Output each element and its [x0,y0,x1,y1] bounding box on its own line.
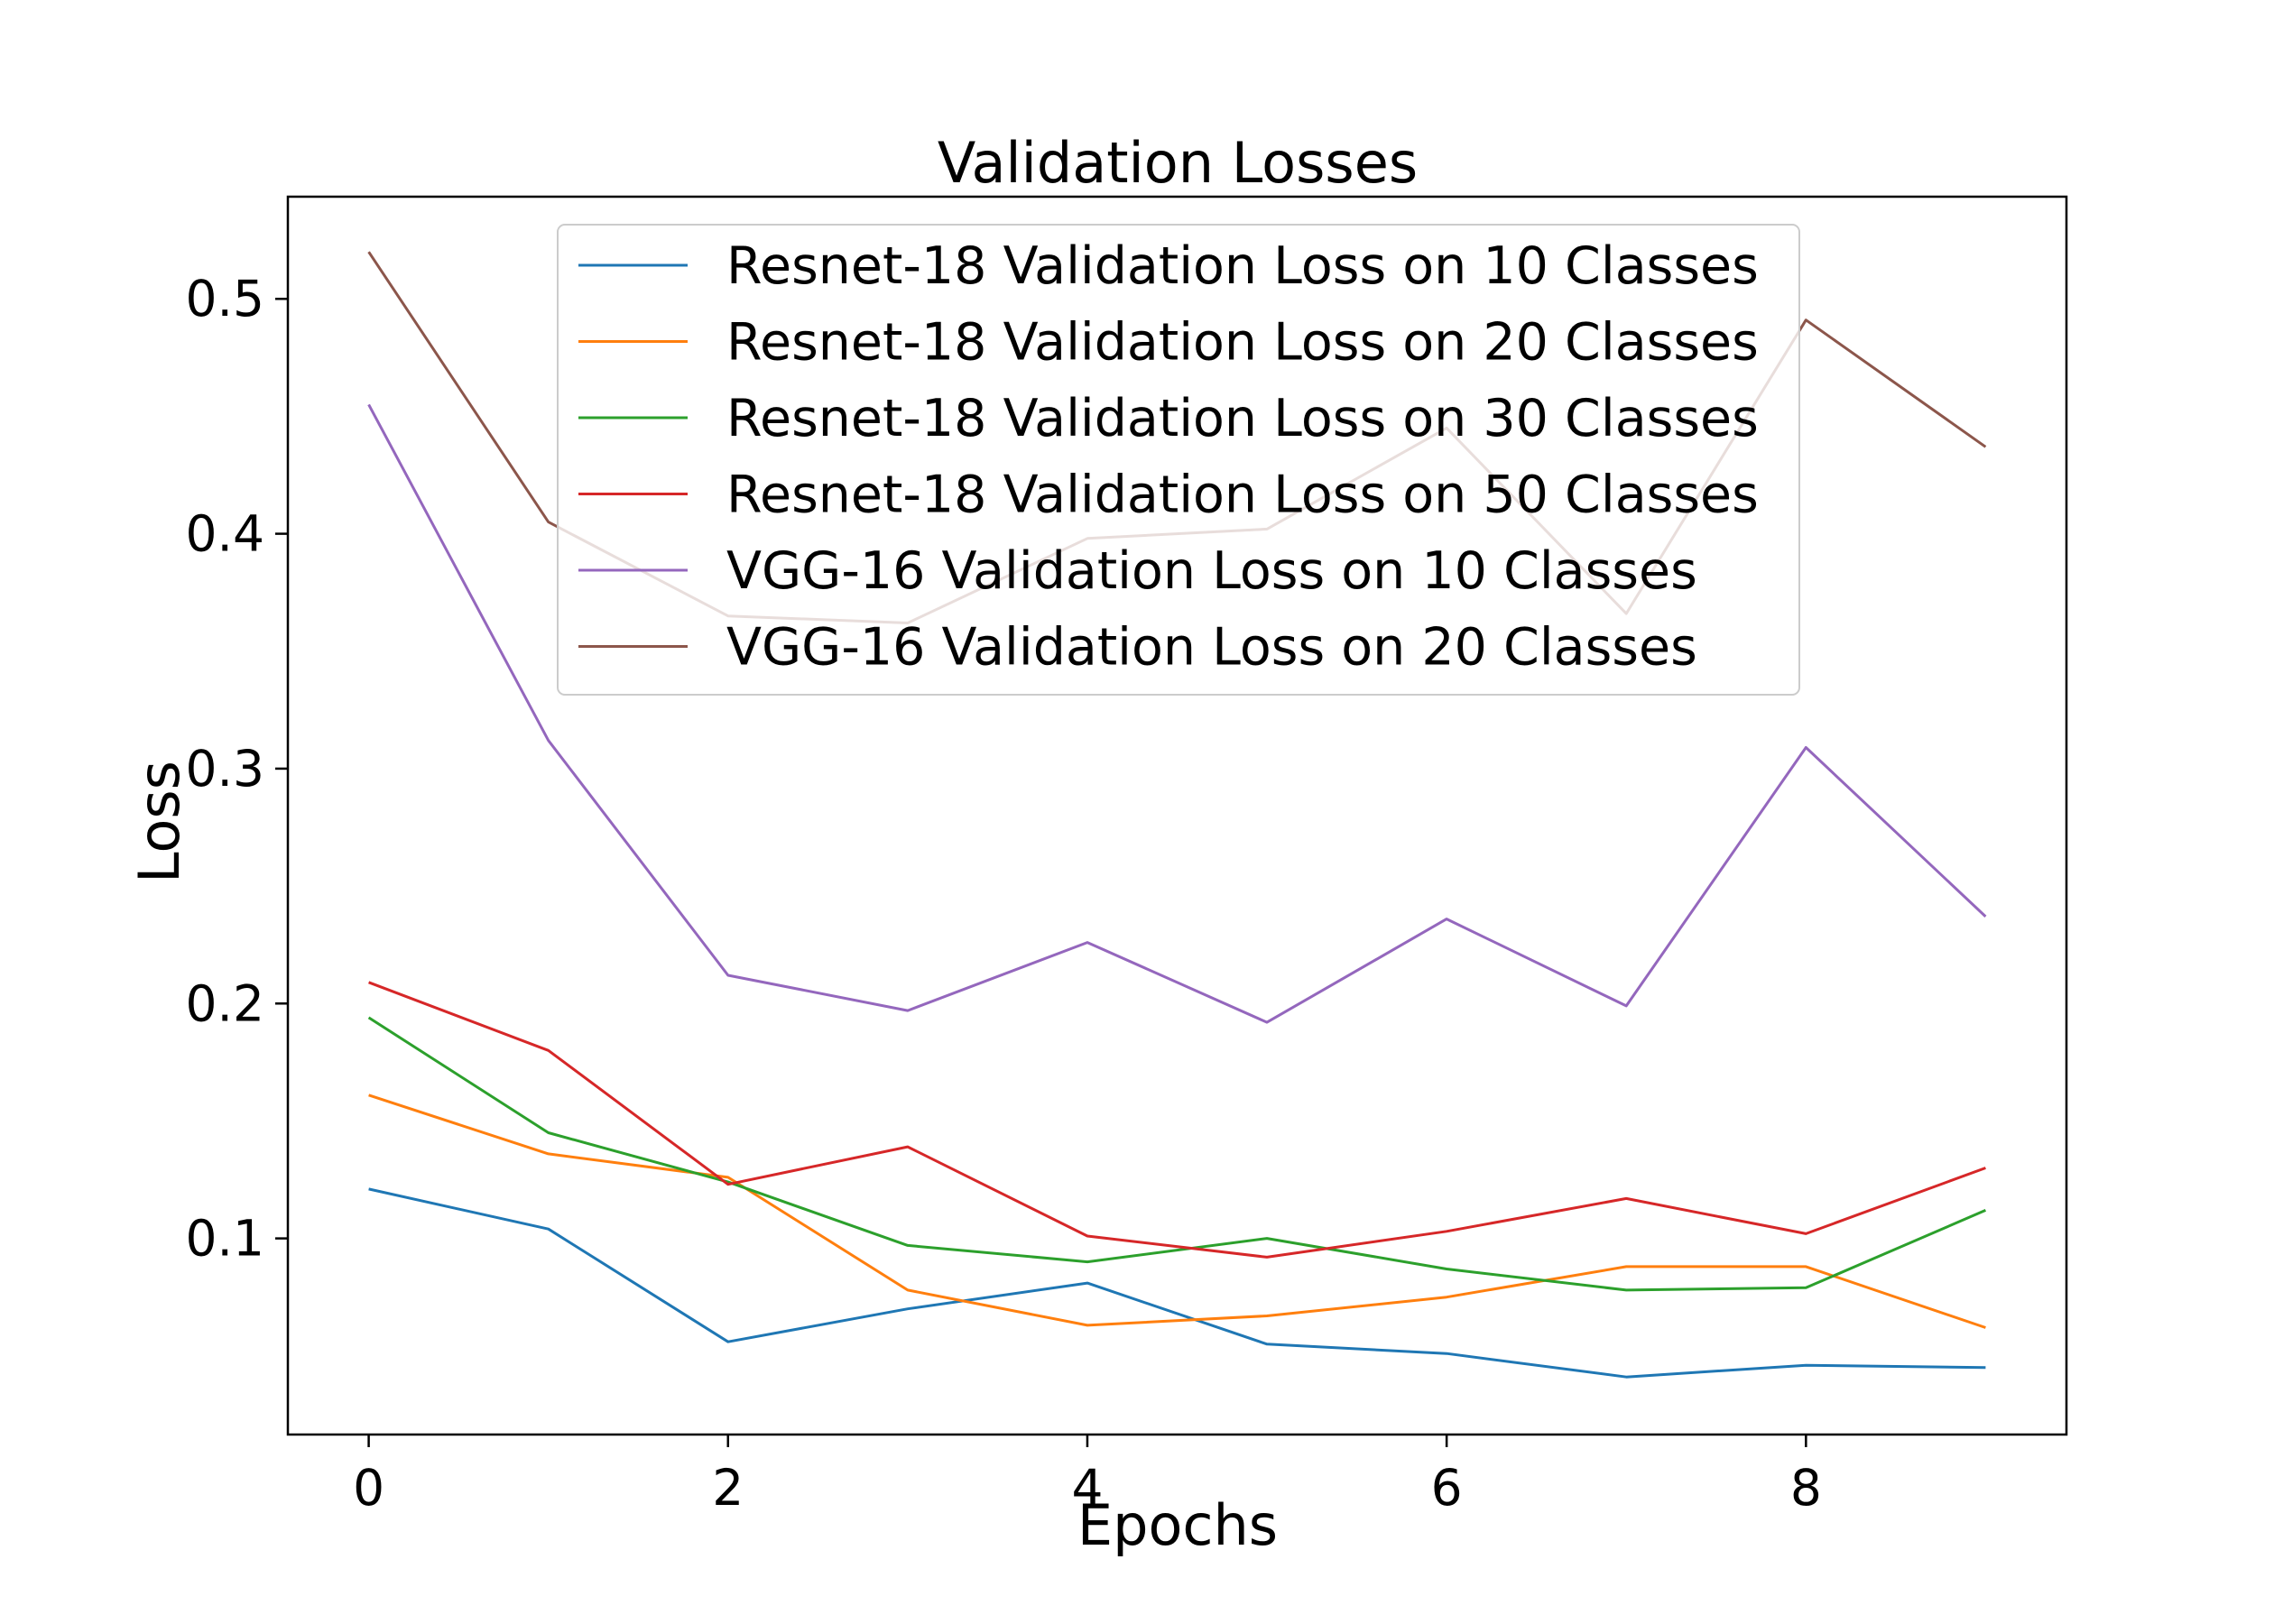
plot-area-frame [286,195,2068,1436]
legend-label-6: VGG-16 Validation Loss on 20 Classes [726,618,1697,678]
legend-label-5: VGG-16 Validation Loss on 10 Classes [726,541,1697,601]
series-line-1 [368,1187,1986,1379]
legend: Resnet-18 Validation Loss on 10 Classes R… [557,224,1800,696]
y-axis: 0.1 0.2 0.3 0.4 0.5 [186,270,288,1268]
legend-label-1: Resnet-18 Validation Loss on 10 Classes [726,236,1759,296]
x-tick-label: 2 [712,1459,744,1517]
series-line-2 [368,1093,1986,1329]
series-line-3 [367,1016,1986,1292]
legend-box [557,224,1800,696]
y-axis-label: Loss [126,761,192,883]
series-line-4 [368,981,1986,1259]
y-tick-label: 0.2 [186,974,264,1032]
y-tick-label: 0.1 [186,1210,264,1268]
x-tick-label: 8 [1790,1459,1822,1517]
legend-label-4: Resnet-18 Validation Loss on 50 Classes [726,466,1759,525]
x-axis: 0 2 4 6 8 [353,1435,1822,1517]
x-tick-label: 4 [1071,1459,1103,1517]
x-axis-label: Epochs [1077,1492,1278,1558]
chart-title: Validation Losses [938,130,1418,196]
y-tick-label: 0.4 [186,505,264,563]
x-tick-label: 0 [353,1459,384,1517]
series-line-5 [367,403,1987,1024]
y-tick-label: 0.5 [186,270,264,328]
legend-label-3: Resnet-18 Validation Loss on 30 Classes [726,389,1759,448]
x-tick-label: 6 [1431,1459,1463,1517]
y-tick-label: 0.3 [186,740,264,798]
legend-label-2: Resnet-18 Validation Loss on 20 Classes [726,313,1759,373]
